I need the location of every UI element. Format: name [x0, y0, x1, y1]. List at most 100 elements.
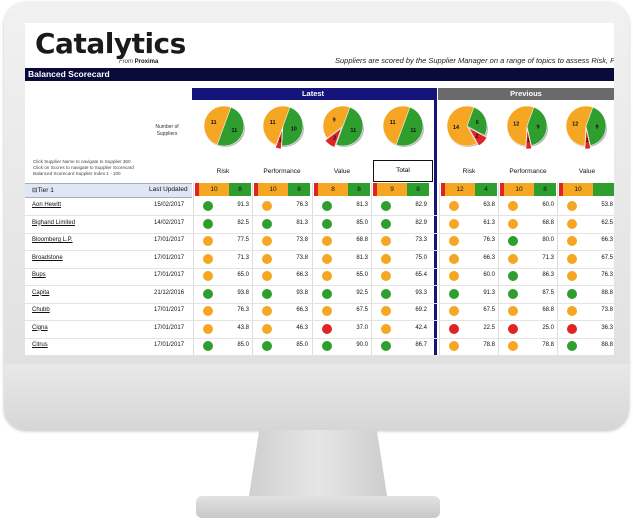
- score-value[interactable]: 81.3: [356, 202, 368, 208]
- score-status-dot[interactable]: [449, 253, 459, 264]
- score-value[interactable]: 76.3: [601, 272, 613, 278]
- score-status-dot[interactable]: [322, 253, 332, 264]
- supplier-name-link[interactable]: Broadstone: [32, 254, 63, 261]
- supplier-name-link[interactable]: Aon Hewitt: [32, 202, 62, 208]
- summary-risk[interactable]: 10 8: [195, 183, 251, 196]
- pie-latest-value[interactable]: 11 2 9: [319, 102, 371, 150]
- score-value[interactable]: 68.8: [542, 219, 554, 226]
- score-status-dot[interactable]: [508, 306, 518, 316]
- score-status-dot[interactable]: [508, 341, 518, 351]
- score-value[interactable]: 43.8: [237, 324, 249, 331]
- score-value[interactable]: 81.3: [356, 254, 368, 261]
- score-status-dot[interactable]: [567, 306, 577, 316]
- score-status-dot[interactable]: [203, 323, 213, 334]
- score-value[interactable]: 60.0: [483, 272, 495, 278]
- pie-latest-risk[interactable]: 11 11: [200, 102, 252, 150]
- score-value[interactable]: 67.5: [601, 254, 613, 261]
- supplier-name-link[interactable]: Bighand Limited: [32, 219, 76, 226]
- score-status-dot[interactable]: [203, 341, 213, 351]
- score-value[interactable]: 76.3: [483, 237, 495, 243]
- col-header-total[interactable]: Total: [373, 160, 433, 182]
- score-value[interactable]: 77.5: [237, 237, 249, 243]
- score-value[interactable]: 22.5: [483, 324, 495, 331]
- score-status-dot[interactable]: [322, 306, 332, 316]
- pie-latest-total[interactable]: 11 11: [379, 102, 431, 150]
- score-value[interactable]: 88.8: [601, 342, 613, 348]
- score-value[interactable]: 66.3: [483, 254, 495, 261]
- score-status-dot[interactable]: [449, 201, 459, 211]
- col-header-prev-value[interactable]: Value: [578, 168, 596, 175]
- col-header-performance[interactable]: Performance: [263, 168, 301, 175]
- supplier-name-link[interactable]: Chubb: [32, 307, 50, 313]
- score-value[interactable]: 67.5: [483, 307, 495, 313]
- score-status-dot[interactable]: [203, 288, 213, 299]
- score-value[interactable]: 71.3: [542, 254, 554, 261]
- score-status-dot[interactable]: [322, 288, 332, 299]
- score-status-dot[interactable]: [262, 306, 272, 316]
- col-header-prev-performance[interactable]: Performance: [509, 168, 547, 175]
- score-value[interactable]: 82.9: [415, 202, 427, 208]
- supplier-name-link[interactable]: Capita: [32, 289, 50, 296]
- score-value[interactable]: 91.3: [483, 289, 495, 296]
- score-value[interactable]: 73.8: [296, 254, 308, 261]
- score-value[interactable]: 37.0: [356, 324, 368, 331]
- score-value[interactable]: 75.0: [415, 254, 427, 261]
- pie-prev-performance[interactable]: 9 1 12: [503, 102, 555, 150]
- score-status-dot[interactable]: [449, 306, 459, 316]
- score-status-dot[interactable]: [203, 236, 213, 246]
- summary-performance[interactable]: 10 8: [254, 183, 310, 196]
- score-value[interactable]: 36.3: [601, 324, 613, 331]
- score-status-dot[interactable]: [508, 201, 518, 211]
- score-status-dot[interactable]: [567, 271, 577, 281]
- score-value[interactable]: 93.8: [296, 289, 308, 296]
- score-value[interactable]: 67.5: [356, 307, 368, 313]
- score-value[interactable]: 61.3: [483, 219, 495, 226]
- score-status-dot[interactable]: [322, 218, 332, 229]
- score-status-dot[interactable]: [203, 253, 213, 264]
- score-value[interactable]: 93.3: [415, 289, 427, 296]
- col-header-value[interactable]: Value: [333, 168, 351, 175]
- score-status-dot[interactable]: [262, 271, 272, 281]
- pie-latest-performance[interactable]: 10 1 11: [259, 102, 311, 150]
- pie-prev-risk[interactable]: 6 2 14: [443, 102, 495, 150]
- score-value[interactable]: 66.3: [296, 307, 308, 313]
- score-status-dot[interactable]: [567, 341, 577, 351]
- score-value[interactable]: 42.4: [415, 324, 427, 331]
- score-value[interactable]: 88.8: [601, 289, 613, 296]
- score-status-dot[interactable]: [449, 288, 459, 299]
- score-status-dot[interactable]: [508, 236, 518, 246]
- score-value[interactable]: 76.3: [237, 307, 249, 313]
- score-status-dot[interactable]: [508, 323, 518, 334]
- score-value[interactable]: 82.9: [415, 219, 427, 226]
- score-status-dot[interactable]: [262, 236, 272, 246]
- score-value[interactable]: 85.0: [296, 342, 308, 348]
- summary-prev-performance[interactable]: 10 8: [500, 183, 556, 196]
- score-value[interactable]: 90.0: [356, 342, 368, 348]
- score-value[interactable]: 86.3: [542, 272, 554, 278]
- score-value[interactable]: 87.5: [542, 289, 554, 296]
- score-status-dot[interactable]: [381, 306, 391, 316]
- score-value[interactable]: 65.0: [356, 272, 368, 278]
- supplier-name-link[interactable]: Citrus: [32, 342, 48, 348]
- score-status-dot[interactable]: [449, 218, 459, 229]
- col-header-risk[interactable]: Risk: [216, 168, 230, 175]
- score-value[interactable]: 85.0: [237, 342, 249, 348]
- score-status-dot[interactable]: [449, 236, 459, 246]
- score-value[interactable]: 93.8: [237, 289, 249, 296]
- score-status-dot[interactable]: [262, 341, 272, 351]
- score-value[interactable]: 68.8: [356, 237, 368, 243]
- score-value[interactable]: 46.3: [296, 324, 308, 331]
- score-status-dot[interactable]: [449, 323, 459, 334]
- score-status-dot[interactable]: [567, 288, 577, 299]
- score-status-dot[interactable]: [322, 236, 332, 246]
- score-status-dot[interactable]: [322, 201, 332, 211]
- score-status-dot[interactable]: [567, 201, 577, 211]
- score-value[interactable]: 73.8: [296, 237, 308, 243]
- summary-prev-risk[interactable]: 12 4: [441, 183, 497, 196]
- score-value[interactable]: 85.0: [356, 219, 368, 226]
- score-status-dot[interactable]: [567, 253, 577, 264]
- score-status-dot[interactable]: [508, 271, 518, 281]
- col-header-prev-risk[interactable]: Risk: [462, 168, 476, 175]
- score-status-dot[interactable]: [381, 288, 391, 299]
- score-status-dot[interactable]: [508, 218, 518, 229]
